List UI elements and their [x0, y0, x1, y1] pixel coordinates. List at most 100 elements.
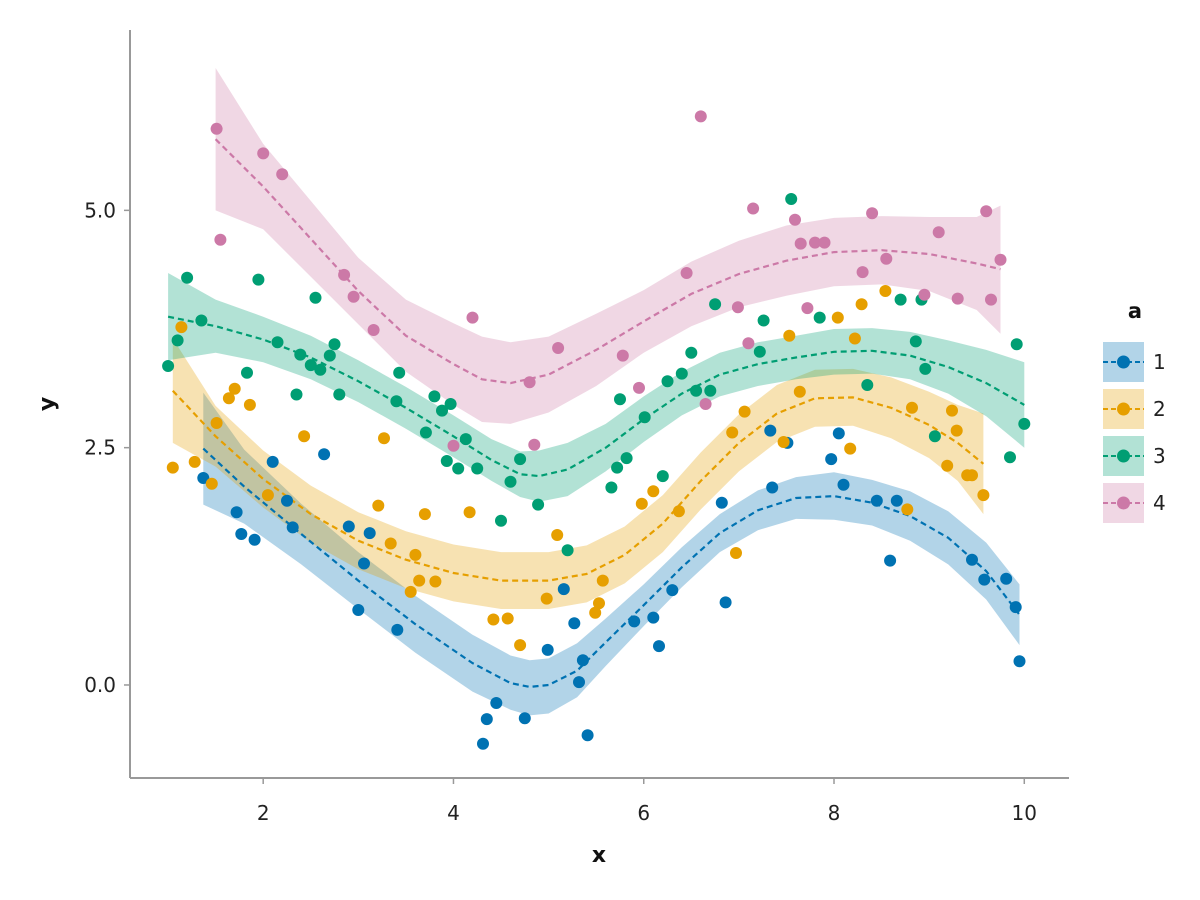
- y-tick-label: 5.0: [84, 198, 116, 222]
- data-point-series-3: [428, 390, 441, 403]
- data-point-series-3: [757, 314, 770, 327]
- data-point-series-1: [286, 521, 299, 534]
- data-point-series-1: [557, 583, 570, 596]
- data-point-series-3: [1018, 417, 1031, 430]
- legend-label: 3: [1153, 444, 1166, 468]
- data-point-series-1: [628, 615, 641, 628]
- data-point-series-4: [747, 202, 760, 215]
- data-point-series-4: [742, 337, 755, 350]
- x-tick-label: 10: [1012, 801, 1037, 825]
- legend-item-1: 1: [1103, 342, 1166, 382]
- data-point-series-3: [241, 366, 253, 379]
- data-point-series-2: [848, 332, 861, 345]
- data-point-series-4: [210, 122, 223, 135]
- data-point-series-1: [884, 554, 897, 567]
- data-point-series-2: [487, 613, 500, 626]
- data-point-series-3: [704, 384, 717, 397]
- legend-item-3: 3: [1103, 436, 1166, 476]
- data-point-series-4: [980, 205, 993, 218]
- data-point-series-1: [235, 528, 248, 540]
- data-point-series-2: [298, 430, 311, 443]
- data-point-series-4: [214, 233, 227, 246]
- legend-item-2: 2: [1103, 389, 1166, 429]
- data-point-series-2: [901, 503, 914, 516]
- data-point-series-4: [918, 288, 931, 301]
- data-point-series-1: [666, 584, 679, 597]
- data-point-series-1: [653, 640, 665, 653]
- data-point-series-2: [514, 639, 527, 652]
- confidence-band-series-4: [215, 68, 1001, 424]
- data-point-series-1: [342, 520, 355, 533]
- data-point-series-2: [879, 285, 892, 297]
- data-point-series-4: [447, 439, 460, 452]
- data-point-series-3: [314, 363, 327, 376]
- data-point-series-2: [175, 321, 188, 334]
- data-point-series-3: [440, 455, 453, 467]
- data-point-series-1: [890, 494, 903, 507]
- data-point-series-2: [413, 574, 426, 587]
- data-point-series-3: [393, 366, 406, 379]
- data-point-series-1: [358, 557, 370, 570]
- data-point-series-2: [409, 548, 422, 561]
- data-point-series-1: [391, 623, 404, 636]
- data-point-series-4: [699, 398, 712, 410]
- x-axis-title: x: [592, 843, 606, 868]
- confidence-bands: [168, 68, 1025, 716]
- smooth-fit-lines: [167, 138, 1025, 689]
- data-point-series-2: [243, 398, 256, 411]
- data-point-series-3: [452, 462, 465, 475]
- data-point-series-1: [266, 455, 279, 468]
- data-point-series-1: [870, 494, 883, 507]
- data-point-series-1: [978, 573, 991, 586]
- x-tick-label: 4: [447, 801, 460, 825]
- axes: [129, 30, 1069, 779]
- data-point-series-3: [861, 379, 874, 391]
- data-points: [162, 110, 1031, 750]
- data-point-series-1: [518, 712, 531, 725]
- legend-swatch-marker: [1117, 496, 1130, 510]
- data-point-series-1: [480, 713, 493, 726]
- legend-swatch-marker: [1117, 449, 1130, 463]
- data-point-series-1: [832, 427, 845, 440]
- data-point-series-1: [1000, 572, 1013, 585]
- data-point-series-3: [419, 426, 432, 439]
- data-point-series-2: [228, 382, 241, 395]
- y-ticks: 0.0 2.5 5.0: [84, 198, 130, 697]
- data-point-series-2: [261, 489, 274, 502]
- data-point-series-2: [593, 597, 605, 610]
- data-point-series-1: [230, 506, 243, 519]
- data-point-series-2: [463, 506, 476, 519]
- x-tick-label: 6: [637, 801, 650, 825]
- data-point-series-1: [1009, 601, 1022, 614]
- data-point-series-1: [541, 643, 554, 656]
- data-point-series-2: [635, 497, 648, 510]
- y-tick-label: 0.0: [84, 673, 116, 697]
- data-point-series-1: [825, 453, 838, 466]
- data-point-series-2: [418, 508, 431, 521]
- data-point-series-2: [210, 417, 223, 429]
- data-point-series-4: [523, 376, 536, 389]
- data-point-series-3: [685, 346, 698, 359]
- data-point-series-1: [647, 611, 660, 624]
- legend-title: a: [1128, 299, 1142, 323]
- x-ticks: 2 4 6 8 10: [257, 778, 1037, 825]
- data-point-series-2: [906, 401, 918, 414]
- data-point-series-2: [726, 426, 739, 439]
- y-tick-label: 2.5: [84, 436, 116, 460]
- data-point-series-1: [197, 472, 210, 484]
- data-point-series-3: [894, 293, 907, 306]
- data-point-series-3: [444, 398, 457, 410]
- data-point-series-4: [880, 252, 893, 265]
- data-point-series-2: [384, 537, 397, 550]
- data-point-series-4: [528, 438, 541, 451]
- data-point-series-1: [764, 424, 777, 437]
- data-point-series-3: [171, 334, 184, 347]
- data-point-series-1: [837, 478, 850, 491]
- data-point-series-2: [551, 529, 564, 541]
- data-point-series-3: [620, 452, 633, 465]
- data-point-series-4: [994, 253, 1007, 266]
- fit-line-series-3: [167, 315, 1025, 478]
- data-point-series-3: [471, 462, 484, 475]
- legend-swatch-marker: [1117, 402, 1130, 416]
- data-point-series-3: [638, 411, 651, 424]
